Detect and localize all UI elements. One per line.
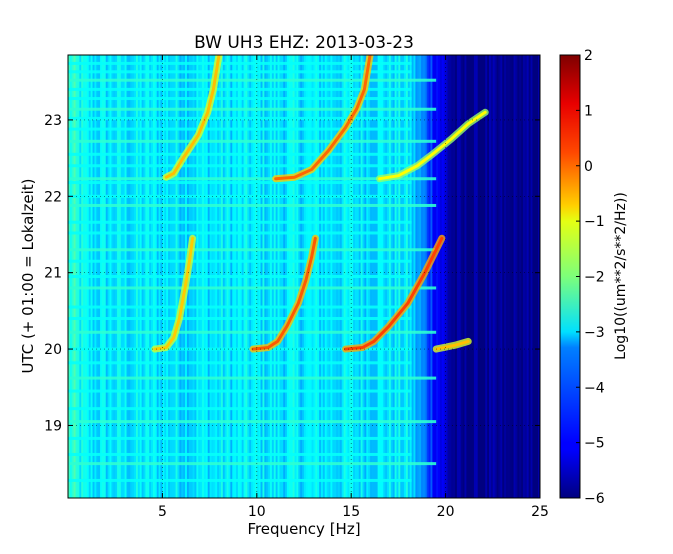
x-tick-label: 20: [437, 504, 455, 520]
heatmap-band: [68, 317, 412, 320]
heatmap-band: [68, 407, 412, 410]
heatmap-band: [68, 117, 412, 120]
colorbar-tick-label: −4: [584, 380, 605, 396]
y-tick-label: 21: [44, 266, 62, 282]
heatmap-band: [68, 377, 436, 380]
y-tick-label: 22: [44, 189, 62, 205]
heatmap-band: [68, 62, 412, 65]
heatmap-band: [68, 361, 412, 364]
heatmap-band: [68, 231, 412, 234]
plot-area: [68, 55, 541, 498]
heatmap-band: [68, 181, 412, 184]
y-axis-label: UTC (+ 01:00 = Lokalzeit): [19, 178, 37, 373]
heatmap-band: [68, 128, 412, 131]
heatmap-band: [68, 88, 412, 91]
heatmap-band: [68, 221, 412, 224]
colorbar-label: Log10((um**2/s**2/Hz)): [613, 192, 629, 360]
heatmap-band: [68, 462, 436, 465]
colorbar-tick-label: 1: [584, 103, 593, 119]
heatmap-band: [68, 79, 436, 82]
heatmap-band: [68, 248, 436, 251]
heatmap-band: [68, 390, 412, 393]
y-tick-label: 20: [44, 342, 62, 358]
heatmap-band: [68, 420, 436, 423]
heatmap-band: [68, 164, 412, 167]
heatmap-band: [68, 70, 412, 73]
colorbar-tick-label: −2: [584, 270, 605, 286]
colorbar-tick-label: −1: [584, 214, 605, 230]
heatmap-band: [68, 108, 436, 111]
heatmap-band: [68, 204, 436, 207]
x-tick-label: 5: [158, 504, 167, 520]
x-tick-label: 15: [342, 504, 360, 520]
heatmap-band: [68, 306, 412, 309]
heatmap-band: [68, 140, 436, 143]
heatmap-band: [68, 275, 412, 278]
x-tick-label: 10: [248, 504, 266, 520]
colorbar-tick-label: −6: [584, 491, 605, 507]
heatmap-band: [68, 153, 412, 156]
y-tick-label: 19: [44, 418, 62, 434]
colorbar-tick-label: 0: [584, 159, 593, 175]
heatmap-band: [68, 260, 412, 263]
colorbar-tick-label: −3: [584, 325, 605, 341]
heatmap-band: [68, 437, 412, 440]
heatmap-band: [68, 453, 412, 456]
y-tick-label: 23: [44, 113, 62, 129]
colorbar-tick-label: 2: [584, 48, 593, 64]
heatmap-band: [68, 286, 436, 289]
heatmap-band: [68, 479, 412, 482]
x-axis-label: Frequency [Hz]: [247, 520, 360, 538]
x-tick-label: 25: [531, 504, 549, 520]
colorbar-tick-label: −5: [584, 436, 605, 452]
chart-title: BW UH3 EHZ: 2013-03-23: [194, 33, 414, 53]
